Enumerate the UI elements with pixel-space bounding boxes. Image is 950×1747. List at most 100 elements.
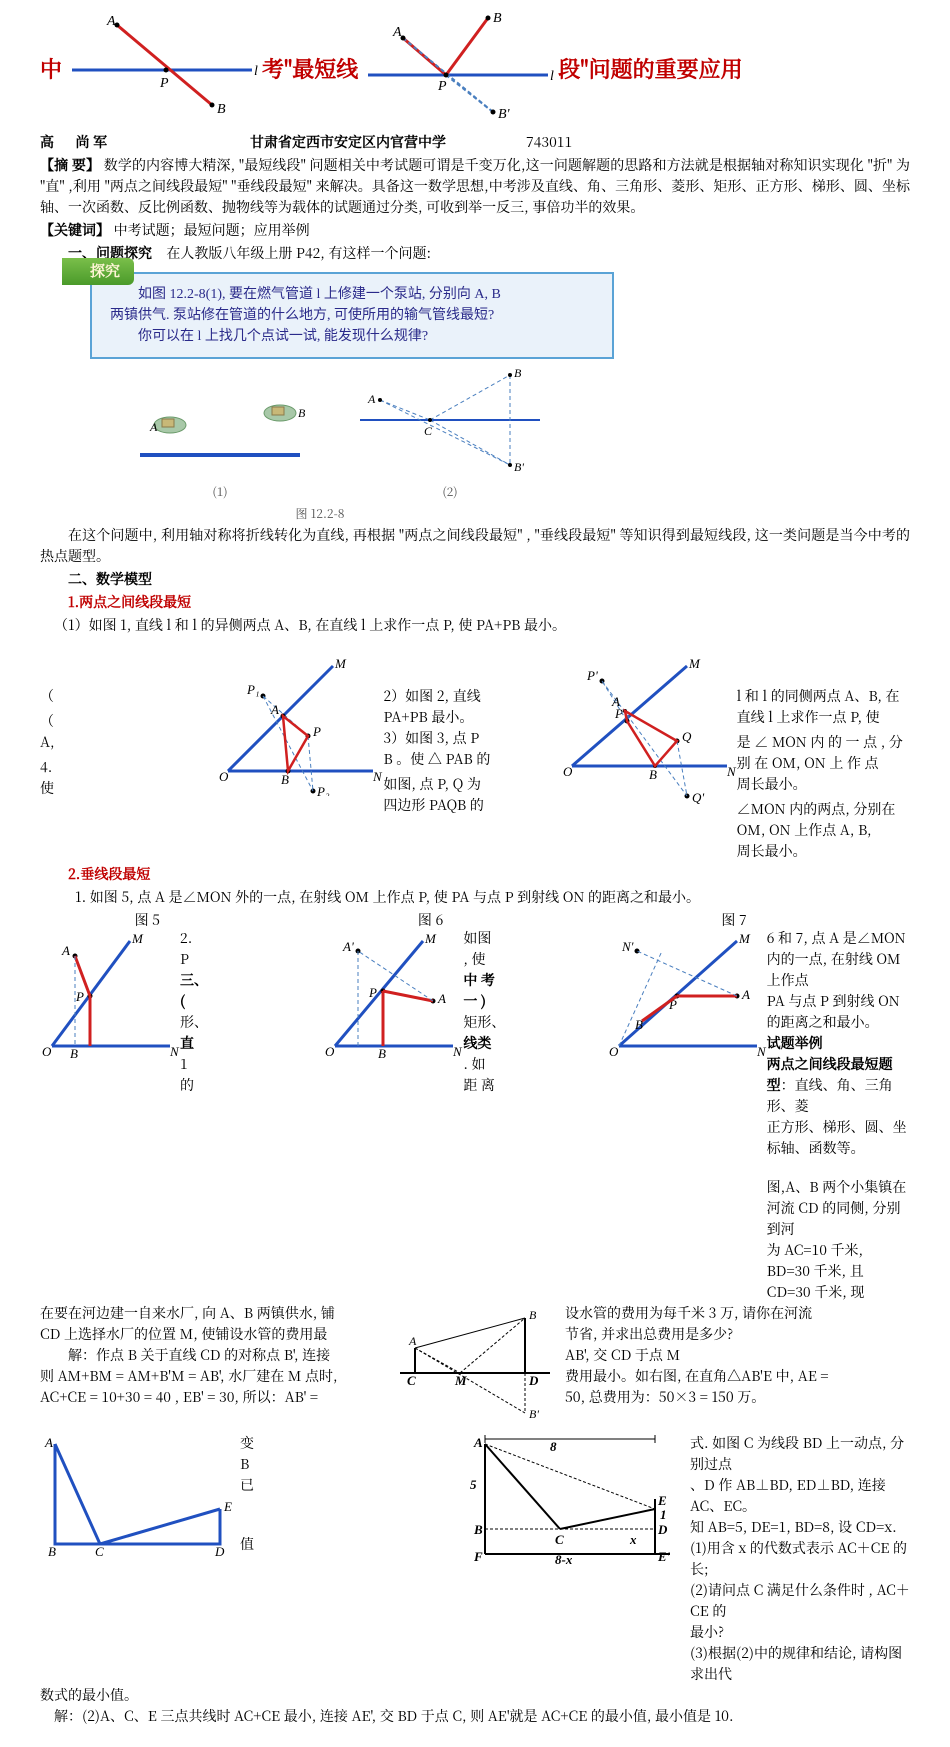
s3-ex1d: 距 离 <box>463 1075 606 1096</box>
var-left-diagram: A B C D E <box>40 1429 240 1565</box>
svg-text:P₂: P₂ <box>316 784 330 796</box>
svg-text:B: B <box>649 767 657 782</box>
svg-text:O: O <box>42 1044 52 1059</box>
svg-text:C: C <box>95 1544 104 1559</box>
s3-ex1i: 节省, 并求出总费用是多少? <box>565 1324 910 1345</box>
fig-cap-2: (2) <box>350 483 550 501</box>
ex1-diagram: A B C M D B' <box>385 1303 565 1429</box>
s3-type-r4: 正方形、梯形、圆、坐标轴、函数等。 <box>767 1117 910 1159</box>
fig-cap-1: (1) <box>130 483 310 501</box>
title-row: 中 l A B P 考"最短线 l A B P B <box>40 10 910 126</box>
s213a: （ <box>40 711 213 732</box>
svg-text:A: A <box>741 987 750 1002</box>
s3-var2: 式. 如图 C 为线段 BD 上一动点, 分别过点 <box>690 1433 910 1475</box>
var-right-diagram: A B F C E D E' 5 8 8-x x 1 <box>460 1429 690 1575</box>
svg-text:M: M <box>454 1373 467 1388</box>
problem-l1: 如图 12.2-8(1), 要在燃气管道 l 上修建一个泵站, 分别向 A, B <box>110 284 594 305</box>
svg-text:B': B' <box>514 460 524 474</box>
s213e: B 。使 △ PAB 的 <box>383 749 556 770</box>
fig-12-2-8: A B (1) A B C B' (2) <box>130 365 910 501</box>
abstract-label: 【摘 要】 <box>40 155 100 175</box>
s3-sol1e: AC+CE = 10+30 = 40 , EB' = 30, 所以：AB' = <box>40 1387 385 1408</box>
s3-label: 三、 <box>180 970 323 991</box>
title-part-2: 考"最短线 <box>262 52 358 85</box>
s212a: （ <box>40 686 213 707</box>
fig5-svg: 图 5 O M N A P B <box>40 910 180 1067</box>
svg-text:A: A <box>270 702 279 717</box>
s3-sol1c: 则 AM+BM = AM+B'M = AB', 水厂建在 M 点时, <box>40 1366 385 1387</box>
s214b: 如图, 点 P, Q 为 <box>383 774 556 795</box>
s213d: A, <box>40 732 213 753</box>
var-row: A B C D E 变 B 已 值 A B <box>40 1429 910 1685</box>
s3-ans2: 解：(2)A、C、E 三点共线时 AC+CE 最小, 连接 AE', 交 BD … <box>40 1706 910 1727</box>
s222c: 6 和 7, 点 A 是∠MON 内的一点, 在射线 OM 上作点 <box>767 928 910 991</box>
s3-type-r2: 形、 <box>180 1012 323 1033</box>
svg-text:A: A <box>44 1435 53 1450</box>
fig6-svg: 图 6 O M N A A' P B <box>323 910 463 1067</box>
s2-2-1: 1. 如图 5, 点 A 是∠MON 外的一点, 在射线 OM 上作点 P, 使… <box>40 887 910 908</box>
svg-text:A: A <box>149 420 158 434</box>
svg-text:B: B <box>217 102 226 115</box>
problem-box: 探究 如图 12.2-8(1), 要在燃气管道 l 上修建一个泵站, 分别向 A… <box>90 272 614 359</box>
model-fig4: O M N P Q P' Q' A B <box>557 656 737 812</box>
svg-text:P': P' <box>586 668 598 683</box>
s3-ex1g: 设水管的费用为每千米 3 万, 请你在河流 <box>565 1303 910 1324</box>
section-1-head: 一、问题探究 在人教版八年级上册 P42, 有这样一个问题: <box>40 243 910 264</box>
svg-text:M: M <box>424 931 437 946</box>
svg-text:M: M <box>688 656 701 671</box>
svg-text:M: M <box>738 931 751 946</box>
s3-var3: B <box>240 1454 460 1475</box>
svg-text:A: A <box>473 1435 483 1450</box>
problem-l2: 两镇供气. 泵站修在管道的什么地方, 可使所用的输气管线最短? <box>110 305 594 326</box>
svg-text:l: l <box>550 69 554 84</box>
svg-text:N: N <box>452 1044 463 1059</box>
svg-text:P₁: P₁ <box>246 682 259 697</box>
s3-dir2: 线类 <box>463 1033 606 1054</box>
svg-text:P: P <box>368 985 377 1000</box>
s3-one: 一 ) <box>463 991 606 1012</box>
s214c: ∠MON 内的两点, 分别在 OM, ON 上作点 A, B, <box>737 799 910 841</box>
svg-text:1: 1 <box>660 1507 667 1522</box>
svg-text:x: x <box>629 1532 637 1547</box>
svg-text:N: N <box>756 1044 767 1059</box>
svg-text:A: A <box>367 392 376 406</box>
s3-open: ( <box>180 991 323 1012</box>
model-fig3: O M N P P₁ P₂ A B <box>213 656 383 802</box>
s3-sol1f: 50, 总费用为：50×3 = 150 万。 <box>565 1387 910 1408</box>
s212b: 2）如图 2, 直线 <box>383 686 556 707</box>
s222b: 如图 <box>463 928 606 949</box>
svg-text:A: A <box>106 15 116 29</box>
s2-1-label: 1.两点之间线段最短 <box>40 592 910 613</box>
keywords: 【关键词】 中考试题；最短问题；应用举例 <box>40 220 910 241</box>
svg-text:A': A' <box>342 939 354 954</box>
s3-var4: 、D 作 AB⊥BD, ED⊥BD, 连接 AC、EC。 <box>690 1475 910 1517</box>
svg-text:B: B <box>473 1522 483 1537</box>
svg-text:Q: Q <box>682 729 692 744</box>
svg-text:M: M <box>131 931 144 946</box>
title-part-1: 中 <box>40 52 62 85</box>
s222f: PA 与点 P 到射线 ON 的距离之和最小。 <box>767 991 910 1033</box>
svg-text:B: B <box>70 1046 78 1061</box>
abstract: 【摘 要】 数学的内容博大精深, "最短线段" 问题相关中考试题可谓是千变万化,… <box>40 155 910 218</box>
svg-text:F: F <box>473 1549 483 1564</box>
svg-text:O: O <box>325 1044 335 1059</box>
fig-1-svg: A B <box>130 395 310 475</box>
svg-text:B: B <box>281 772 289 787</box>
aff-prefix: 甘 <box>250 132 264 153</box>
s3-ex1h: CD 上选择水厂的位置 M, 使铺设水管的费用最 <box>40 1324 385 1345</box>
s3-q2c: 最小? <box>690 1622 910 1643</box>
s3-ex1e: 为 AC=10 千米, BD=30 千米, 且 CD=30 千米, 现 <box>767 1240 910 1303</box>
s214a: 4. <box>40 757 213 778</box>
keywords-body: 中考试题；最短问题；应用举例 <box>114 220 310 240</box>
s1-lead: 在人教版八年级上册 P42, 有这样一个问题: <box>166 243 431 263</box>
svg-text:B: B <box>378 1046 386 1061</box>
s2-1-1: （1）如图 1, 直线 l 和 l 的异侧两点 A、B, 在直线 l 上求作一点… <box>54 615 910 636</box>
svg-text:M: M <box>334 656 347 671</box>
svg-text:O: O <box>609 1044 619 1059</box>
svg-text:P: P <box>312 724 321 739</box>
svg-text:C: C <box>407 1373 416 1388</box>
author-row: 高 尚 军 甘 肃省定西市安定区内官营中学 743011 <box>40 132 910 153</box>
s2-2-label: 2.垂线段最短 <box>40 864 910 885</box>
svg-text:E': E' <box>657 1549 671 1564</box>
perp-row: 图 5 O M N A P B 2. P 三、 ( 形、 直 1 的 <box>40 910 910 1303</box>
